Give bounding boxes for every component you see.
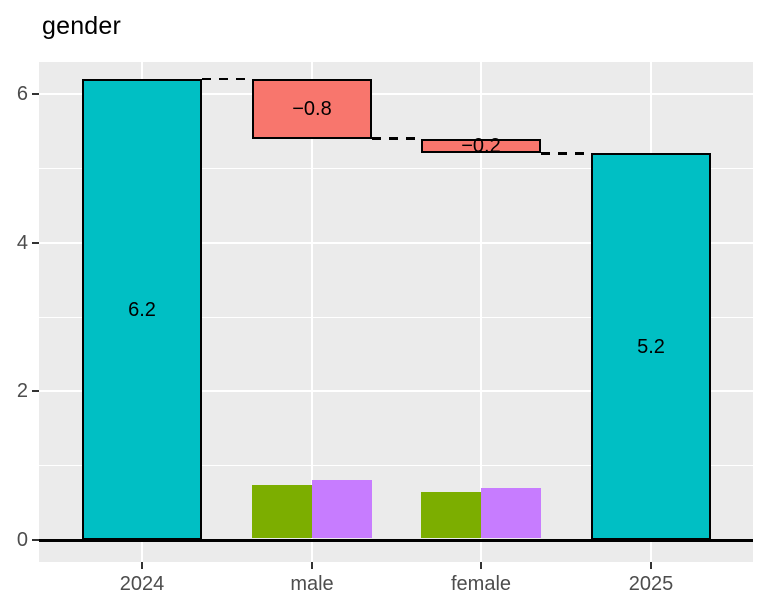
gridline-horizontal-minor <box>39 167 753 169</box>
gridline-horizontal-major <box>39 241 753 244</box>
mini-bar-female-2 <box>481 487 541 539</box>
connector-dashed-line <box>202 77 252 81</box>
gridline-horizontal-major <box>39 93 753 95</box>
waterfall-bar-male <box>252 79 372 139</box>
connector-dashed-line <box>541 152 591 155</box>
waterfall-bar-2024 <box>82 79 202 540</box>
gridline-horizontal-minor <box>39 316 753 318</box>
x-axis-tick-label: male <box>290 573 334 595</box>
waterfall-bar-2025 <box>591 153 711 540</box>
x-axis-tick <box>480 562 482 569</box>
bar-value-label: 5.2 <box>637 335 665 358</box>
y-axis-tick-label: 0 <box>16 529 28 551</box>
mini-bar-female-1 <box>421 491 481 539</box>
y-axis-tick <box>32 539 39 541</box>
y-axis-tick <box>32 241 39 244</box>
y-axis-tick-label: 2 <box>16 380 28 403</box>
x-axis-tick-label: female <box>450 573 512 595</box>
bar-value-label: 6.2 <box>128 298 156 321</box>
zero-baseline <box>39 538 753 542</box>
waterfall-bar-female <box>421 138 541 154</box>
gridline-horizontal-major <box>39 390 753 393</box>
x-axis-tick-label: 2024 <box>119 573 165 595</box>
x-axis-tick-label: 2025 <box>628 573 674 595</box>
x-axis-tick <box>141 562 143 569</box>
bar-value-label: −0.8 <box>292 97 332 120</box>
x-axis-tick <box>650 562 652 569</box>
gridline-horizontal-minor <box>39 465 753 467</box>
y-axis-tick-label: 6 <box>16 83 28 105</box>
bar-value-label: −0.2 <box>461 135 501 158</box>
gridline-vertical-major <box>311 62 313 562</box>
connector-dashed-line <box>372 137 421 140</box>
mini-bar-male-2 <box>312 479 372 539</box>
plot-panel: 6.2 −0.8 −0.2 5.2 <box>39 62 753 562</box>
gridline-vertical-major <box>480 62 482 562</box>
chart-title: gender <box>42 12 122 40</box>
mini-bar-male-1 <box>252 484 312 539</box>
x-axis-tick <box>311 562 313 569</box>
y-axis-tick-label: 4 <box>16 231 28 254</box>
y-axis-tick <box>32 93 39 95</box>
y-axis-tick <box>32 390 39 393</box>
